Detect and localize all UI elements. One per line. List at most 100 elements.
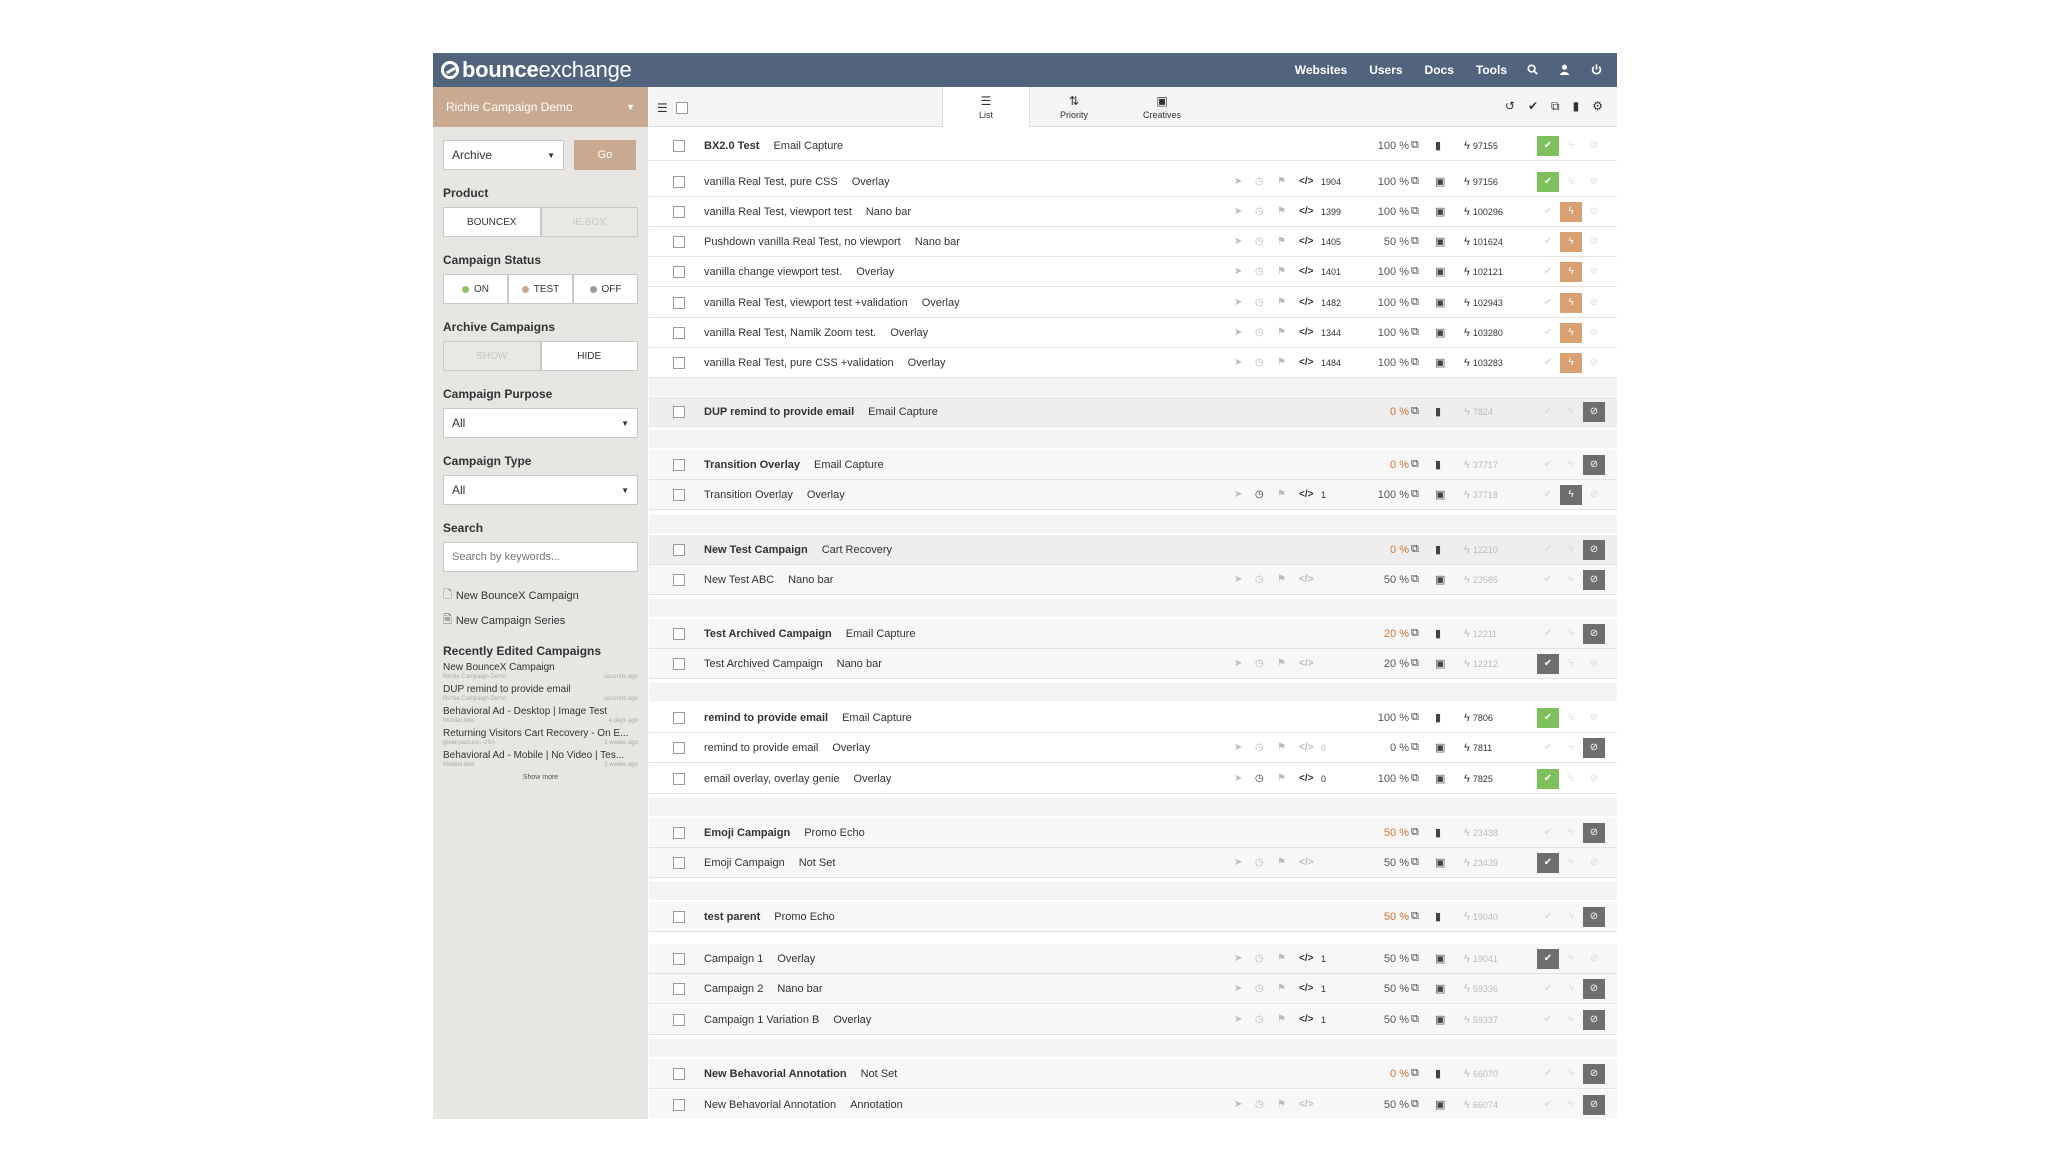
campaign-name[interactable]: BX2.0 Test	[704, 139, 760, 152]
status-bolt-button[interactable]: ϟ	[1568, 911, 1574, 922]
campaign-id[interactable]: ϟ 7806	[1464, 712, 1493, 724]
send-icon[interactable]: ➤	[1234, 574, 1243, 585]
campaign-variation-row[interactable]: remind to provide email Overlay ➤ ◷ ⚑ </> 0 0 %…	[649, 733, 1617, 763]
clock-icon[interactable]: ◷	[1255, 983, 1264, 994]
bookmark-icon[interactable]: ⚑	[1277, 574, 1286, 585]
status-bolt-button[interactable]: ϟ	[1568, 1068, 1574, 1079]
tab-list[interactable]: ☰ List	[942, 87, 1030, 127]
new-campaign-series-link[interactable]: 🗎 New Campaign Series	[443, 611, 638, 630]
campaign-variation-row[interactable]: Test Archived Campaign Nano bar ➤ ◷ ⚑ </> 20 %…	[649, 649, 1617, 679]
status-bolt-button[interactable]: ϟ	[1568, 857, 1574, 868]
copy-icon[interactable]: ⧉	[1411, 1098, 1419, 1110]
campaign-name[interactable]: Test Archived Campaign	[704, 657, 823, 670]
status-bolt-button[interactable]: ϟ	[1568, 1014, 1574, 1025]
image-icon[interactable]: ▣	[1435, 742, 1446, 754]
book-icon[interactable]: ▮	[1435, 406, 1442, 418]
copy-icon[interactable]: ⧉	[1411, 296, 1419, 308]
image-icon[interactable]: ▣	[1435, 176, 1446, 188]
status-check-button[interactable]: ✔	[1543, 742, 1553, 753]
image-icon[interactable]: ▣	[1435, 1099, 1446, 1111]
campaign-variation-row[interactable]: Transition Overlay Overlay ➤ ◷ ⚑ </> 1 100 % ⧉ ▣ ϟ…	[649, 480, 1617, 510]
campaign-id[interactable]: ϟ 103283	[1464, 357, 1503, 369]
campaign-parent-row[interactable]: remind to provide email Email Capture 100 …	[649, 703, 1617, 733]
campaign-name[interactable]: Emoji Campaign	[704, 826, 791, 839]
copy-icon[interactable]: ⧉	[1411, 952, 1419, 964]
bookmark-icon[interactable]: ⚑	[1277, 658, 1286, 669]
status-ban-button[interactable]: ⊘	[1589, 236, 1599, 247]
product-iebox[interactable]: IE.BOX	[540, 207, 638, 237]
status-check-button[interactable]: ✔	[1543, 357, 1553, 368]
check-icon[interactable]: ✔	[1527, 99, 1539, 113]
status-ban-button[interactable]: ⊘	[1583, 623, 1605, 644]
clock-icon[interactable]: ◷	[1255, 773, 1264, 784]
clock-icon[interactable]: ◷	[1255, 1014, 1264, 1025]
row-checkbox[interactable]	[673, 175, 685, 188]
row-checkbox[interactable]	[673, 856, 685, 869]
row-checkbox[interactable]	[673, 573, 685, 586]
status-bolt-button[interactable]: ϟ	[1568, 773, 1574, 784]
campaign-id[interactable]: ϟ 7825	[1464, 773, 1493, 785]
campaign-parent-row[interactable]: test parent Promo Echo 50 % ⧉ ▮ ϟ 19040 ✔ ϟ ⊘	[649, 902, 1617, 932]
status-ban-button[interactable]: ⊘	[1583, 1063, 1605, 1084]
search-icon[interactable]	[1525, 63, 1539, 78]
status-check-button[interactable]: ✔	[1543, 297, 1553, 308]
campaign-name[interactable]: New Test ABC	[704, 573, 775, 586]
send-icon[interactable]: ➤	[1234, 206, 1243, 217]
bookmark-icon[interactable]: ⚑	[1277, 206, 1286, 217]
recent-item[interactable]: Returning Visitors Cart Recovery - On E.…	[443, 728, 638, 746]
send-icon[interactable]: ➤	[1234, 983, 1243, 994]
row-checkbox[interactable]	[673, 326, 685, 339]
copy-icon[interactable]: ⧉	[1411, 205, 1419, 217]
copy-icon[interactable]: ⧉	[1411, 1067, 1419, 1079]
campaign-name[interactable]: New Behavorial Annotation	[704, 1067, 847, 1080]
campaign-id[interactable]: ϟ 7824	[1464, 406, 1493, 418]
status-check-button[interactable]: ✔	[1537, 653, 1559, 674]
status-bolt-button[interactable]: ϟ	[1568, 544, 1574, 555]
status-bolt-button[interactable]: ϟ	[1560, 261, 1582, 282]
send-icon[interactable]: ➤	[1234, 1099, 1243, 1110]
clock-icon[interactable]: ◷	[1255, 357, 1264, 368]
code-icon[interactable]: </>	[1299, 176, 1314, 187]
campaign-id[interactable]: ϟ 97155	[1464, 140, 1498, 152]
campaign-variation-row[interactable]: Campaign 2 Nano bar ➤ ◷ ⚑ </> 1 50 % ⧉ ▣ ϟ 59336 ✔ ϟ ⊘	[649, 974, 1617, 1004]
status-check-button[interactable]: ✔	[1543, 266, 1553, 277]
status-ban-button[interactable]: ⊘	[1583, 539, 1605, 560]
status-bolt-button[interactable]: ϟ	[1560, 484, 1582, 505]
image-icon[interactable]: ▣	[1435, 953, 1446, 965]
campaign-id[interactable]: ϟ 23438	[1464, 827, 1498, 839]
copy-icon[interactable]: ⧉	[1411, 265, 1419, 277]
clock-icon[interactable]: ◷	[1255, 266, 1264, 277]
campaign-id[interactable]: ϟ 97156	[1464, 176, 1498, 188]
campaign-variation-row[interactable]: Pushdown vanilla Real Test, no viewport N…	[649, 227, 1617, 257]
gear-icon[interactable]: ⚙	[1592, 99, 1603, 113]
campaign-parent-row[interactable]: Transition Overlay Email Capture 0 % ⧉ ▮ ϟ 377…	[649, 450, 1617, 480]
bookmark-icon[interactable]: ⚑	[1277, 857, 1286, 868]
nav-websites[interactable]: Websites	[1294, 63, 1348, 77]
code-icon[interactable]: </>	[1299, 953, 1314, 964]
campaign-id[interactable]: ϟ 101624	[1464, 236, 1503, 248]
campaign-name[interactable]: test parent	[704, 910, 761, 923]
copy-icon[interactable]: ⧉	[1411, 772, 1419, 784]
book-icon[interactable]: ▮	[1435, 911, 1442, 923]
campaign-variation-row[interactable]: Emoji Campaign Not Set ➤ ◷ ⚑ </> 50 % ⧉ ▣ ϟ 23439 ✔…	[649, 848, 1617, 878]
row-checkbox[interactable]	[673, 265, 685, 278]
row-checkbox[interactable]	[673, 139, 685, 152]
status-bolt-button[interactable]: ϟ	[1568, 574, 1574, 585]
campaign-name[interactable]: vanilla Real Test, pure CSS +validation	[704, 356, 894, 369]
copy-icon[interactable]: ⧉	[1411, 1013, 1419, 1025]
campaign-type-select[interactable]: All ▼	[443, 475, 638, 505]
send-icon[interactable]: ➤	[1234, 953, 1243, 964]
image-icon[interactable]: ▣	[1435, 266, 1446, 278]
campaign-parent-row[interactable]: New Test Campaign Cart Recovery 0 % ⧉ ▮ ϟ 1221…	[649, 535, 1617, 565]
status-check-button[interactable]: ✔	[1543, 489, 1553, 500]
bounceexchange-logo[interactable]: bounce exchange	[441, 57, 632, 83]
status-check-button[interactable]: ✔	[1543, 827, 1553, 838]
book-icon[interactable]: ▮	[1435, 712, 1442, 724]
clock-icon[interactable]: ◷	[1255, 489, 1264, 500]
status-ban-button[interactable]: ⊘	[1583, 906, 1605, 927]
campaign-id[interactable]: ϟ 59336	[1464, 983, 1498, 995]
image-icon[interactable]: ▣	[1435, 857, 1446, 869]
code-icon[interactable]: </>	[1299, 574, 1314, 585]
code-icon[interactable]: </>	[1299, 266, 1314, 277]
power-icon[interactable]	[1589, 63, 1603, 78]
